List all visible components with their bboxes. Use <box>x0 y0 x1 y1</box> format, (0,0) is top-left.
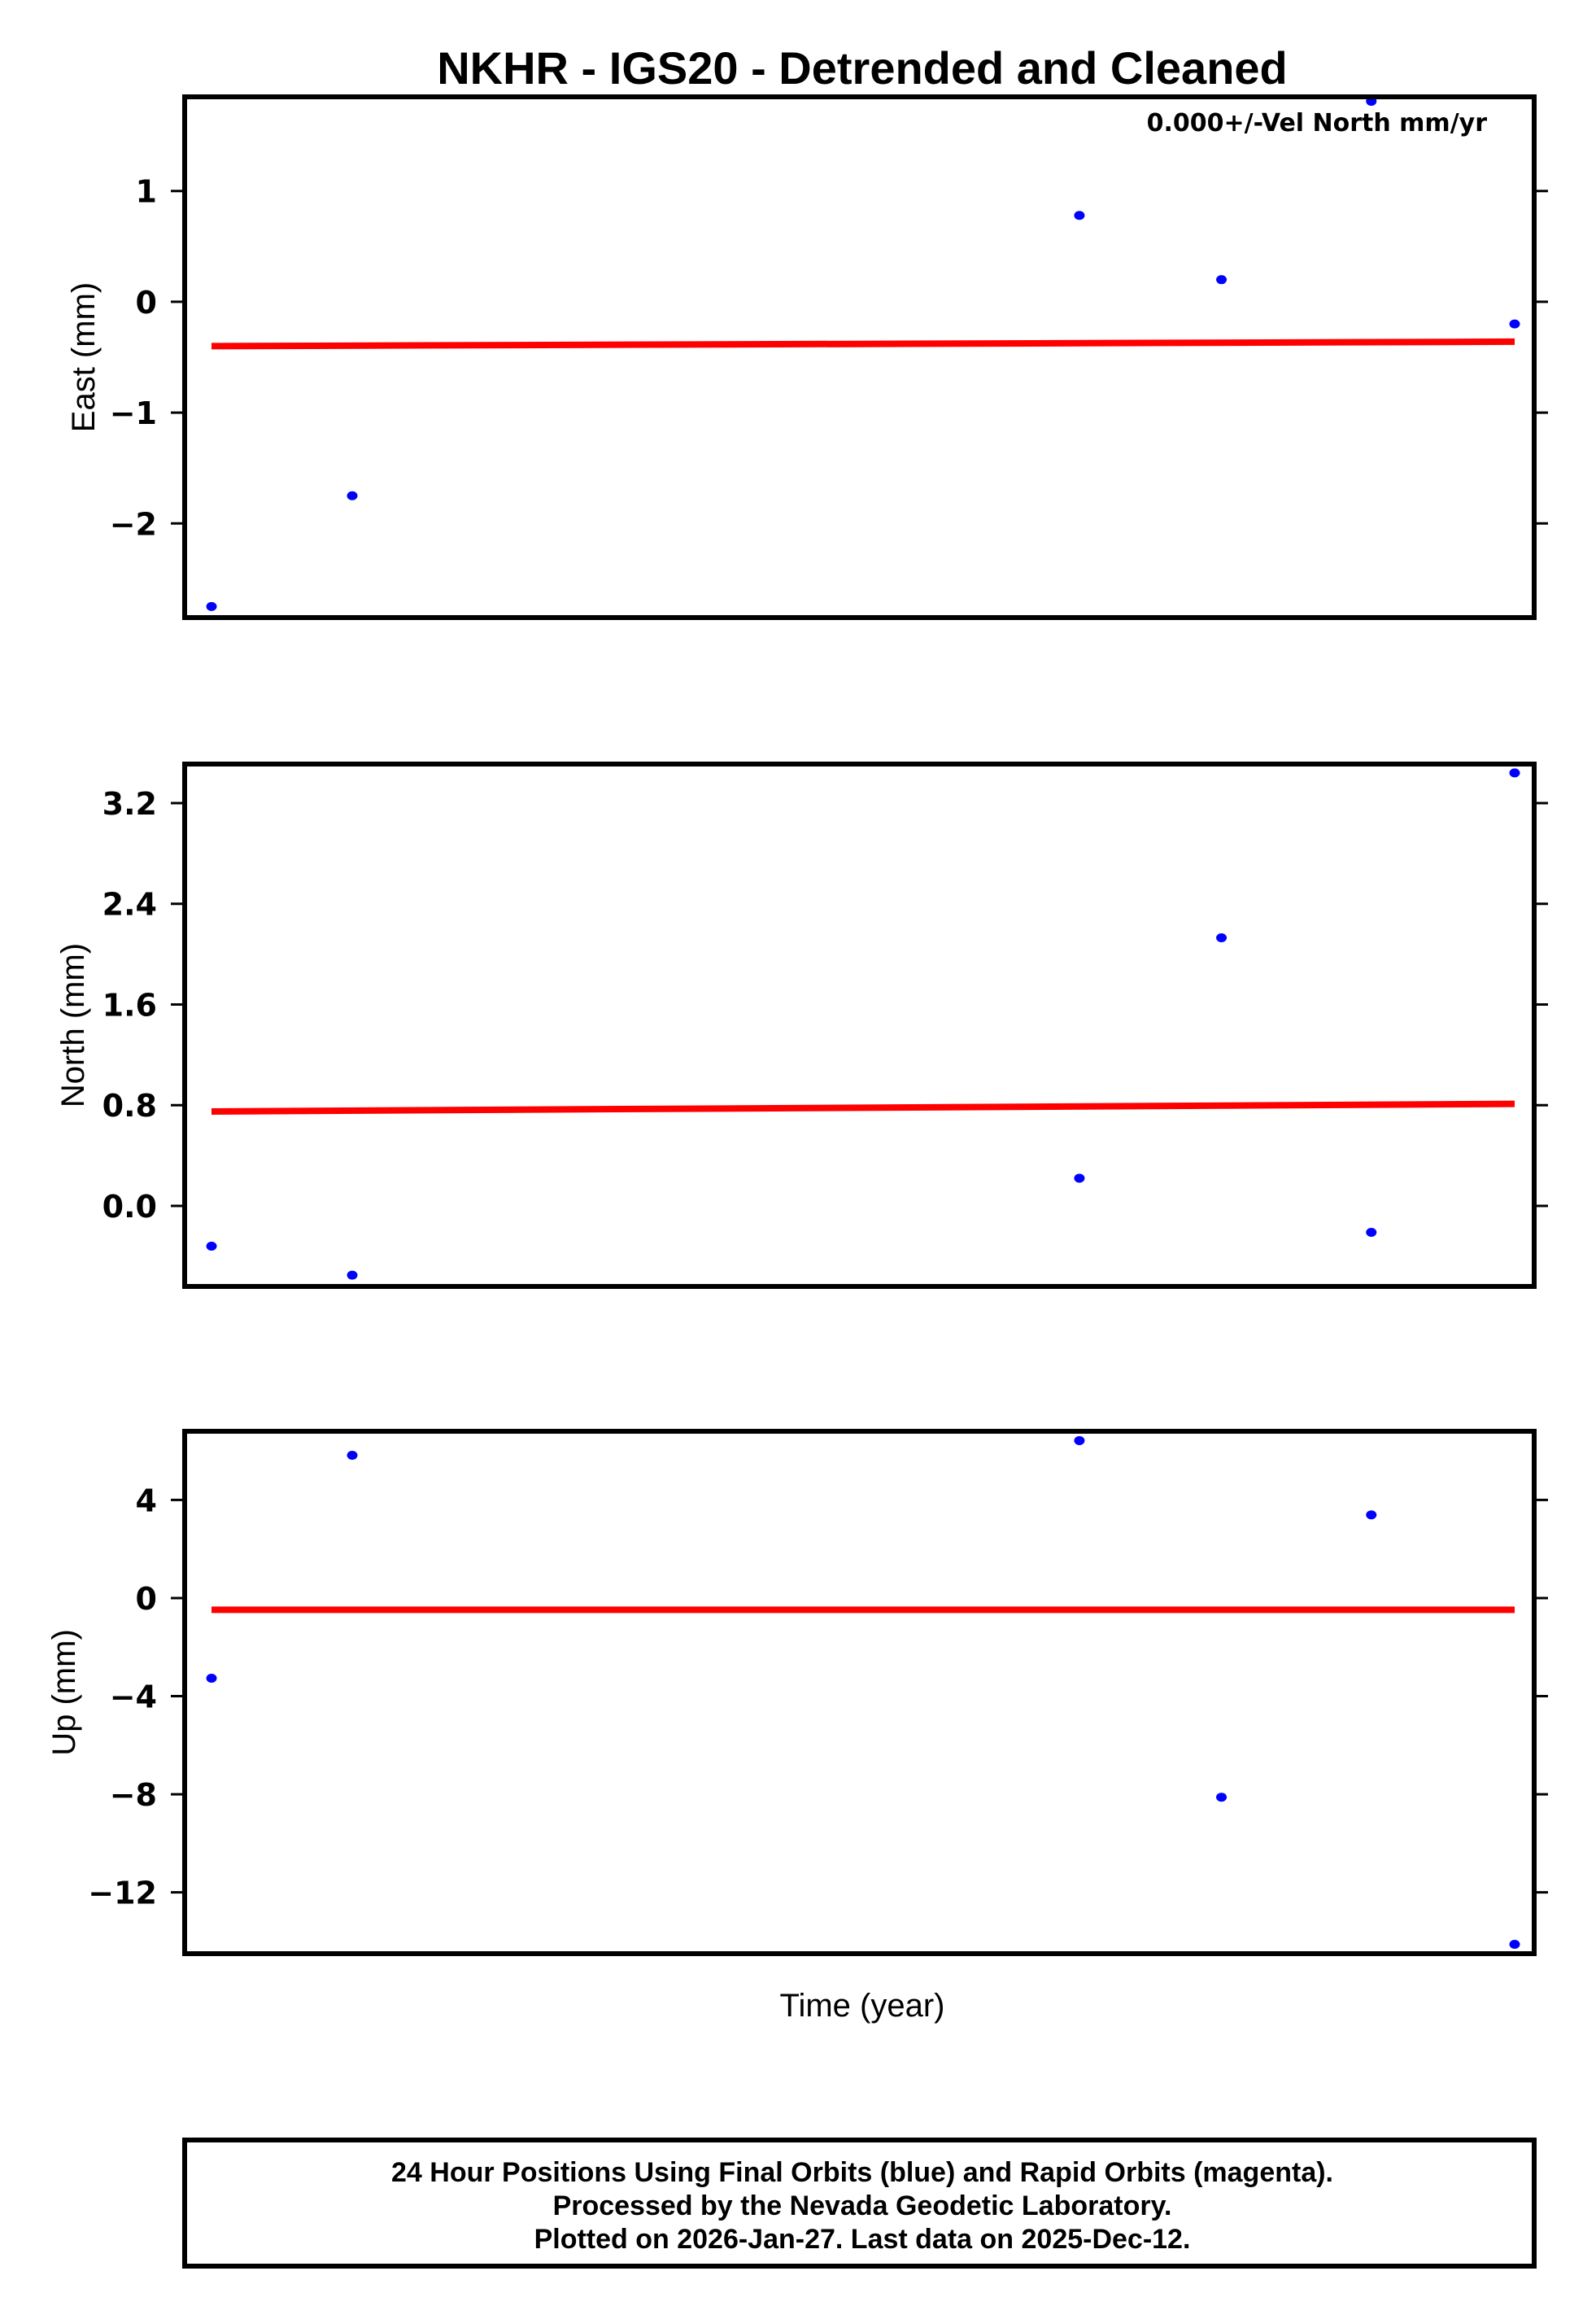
east-y-tick-label: 0 <box>136 285 157 321</box>
east-fit-line <box>211 338 1515 350</box>
east-data-points <box>206 96 1520 611</box>
footer-line-dates: Plotted on 2026-Jan-27. Last data on 202… <box>534 2224 1191 2255</box>
north-data-point <box>347 1270 358 1280</box>
north-data-points <box>206 768 1520 1280</box>
up-data-point <box>206 1674 217 1684</box>
up-y-ticks: 4 0 −4 −8 −12 <box>88 1483 1548 1911</box>
north-y-tick-label: 3.2 <box>102 786 157 822</box>
east-data-point <box>206 601 217 611</box>
north-y-tick-label: 1.6 <box>102 987 157 1023</box>
up-y-tick-label: 0 <box>136 1581 157 1617</box>
up-data-point <box>1366 1510 1377 1520</box>
north-y-tick-label: 0.0 <box>102 1189 157 1225</box>
up-y-tick-label: −4 <box>110 1679 157 1715</box>
up-y-tick-label: −12 <box>88 1876 157 1911</box>
north-fit-line <box>211 1100 1515 1115</box>
north-data-point <box>206 1241 217 1251</box>
up-data-point <box>347 1451 358 1461</box>
up-plot-frame <box>182 1429 1537 1956</box>
east-y-ticks: 1 0 −1 −2 <box>110 174 1548 542</box>
chart-title: NKHR - IGS20 - Detrended and Cleaned <box>437 42 1288 94</box>
north-y-tick-label: 2.4 <box>102 887 157 923</box>
north-data-point <box>1366 1227 1377 1237</box>
east-y-axis-label: East (mm) <box>66 282 102 432</box>
north-y-ticks: 3.2 2.4 1.6 0.8 0.0 <box>102 786 1548 1225</box>
footer-frame <box>182 2138 1537 2269</box>
footer-line-orbits: 24 Hour Positions Using Final Orbits (bl… <box>391 2157 1333 2188</box>
north-trend-line <box>211 1100 1515 1115</box>
up-data-point <box>1216 1793 1228 1802</box>
east-panel: 1 0 −1 −2 East (mm) 0.000+/-Vel North mm/yr <box>66 94 1548 620</box>
north-data-point <box>1074 1173 1085 1183</box>
north-y-axis-label: North (mm) <box>55 943 91 1107</box>
up-y-tick-label: −8 <box>110 1777 157 1813</box>
north-data-point <box>1216 932 1228 942</box>
north-panel: 3.2 2.4 1.6 0.8 0.0 North (mm) <box>55 762 1548 1289</box>
x-axis-label: Time (year) <box>780 1988 945 2024</box>
east-trend-line <box>211 338 1515 350</box>
east-data-point <box>1509 319 1520 329</box>
north-data-point <box>1509 768 1520 778</box>
east-plot-frame <box>182 94 1537 620</box>
east-y-tick-label: 1 <box>136 174 157 210</box>
footer-line-processed: Processed by the Nevada Geodetic Laborat… <box>553 2190 1172 2221</box>
north-plot-frame <box>182 762 1537 1289</box>
up-y-axis-label: Up (mm) <box>46 1629 82 1756</box>
east-y-tick-label: −2 <box>110 506 157 542</box>
footer-box: 24 Hour Positions Using Final Orbits (bl… <box>182 2138 1537 2269</box>
up-data-point <box>1074 1435 1085 1445</box>
north-y-tick-label: 0.8 <box>102 1088 157 1124</box>
east-data-point <box>1074 211 1085 221</box>
up-panel: 4 0 −4 −8 −12 Up (mm) <box>46 1429 1548 1956</box>
velocity-annotation: 0.000+/-Vel North mm/yr <box>1147 109 1488 138</box>
up-data-point <box>1509 1940 1520 1950</box>
up-y-tick-label: 4 <box>136 1483 157 1518</box>
east-data-point <box>1216 275 1228 285</box>
up-data-points <box>206 1435 1520 1950</box>
east-data-point <box>347 491 358 500</box>
east-y-tick-label: −1 <box>110 395 157 431</box>
